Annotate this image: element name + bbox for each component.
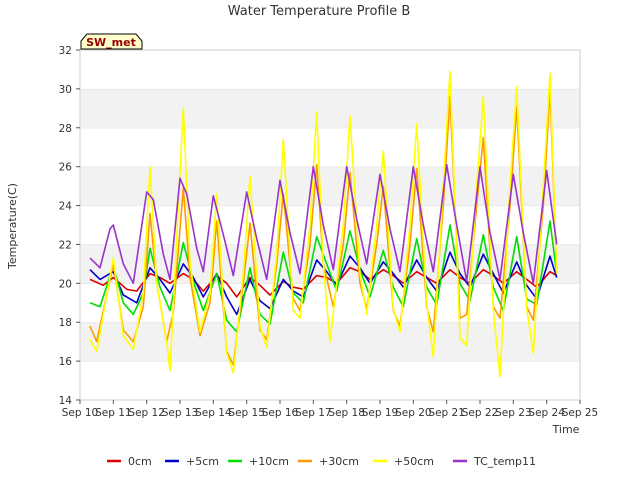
x-tick-label: Sep 13 (162, 407, 199, 419)
legend-item: +30cm (298, 455, 359, 468)
grid-band (80, 88, 580, 128)
legend: 0cm +5cm +10cm +30cm +50cm TC_temp11 (107, 455, 536, 468)
y-tick-label: 26 (59, 162, 73, 174)
grid-band (80, 127, 580, 167)
x-tick-label: Sep 15 (228, 407, 265, 419)
x-tick-label: Sep 22 (462, 407, 499, 419)
grid-band (80, 205, 580, 245)
grid-band (80, 50, 580, 89)
legend-label: 0cm (128, 455, 152, 468)
x-axis-label: Time (552, 423, 580, 436)
x-tick-label: Sep 10 (62, 407, 99, 419)
legend-item: 0cm (107, 455, 152, 468)
site-label: SW_met (86, 36, 136, 49)
series-layer (89, 70, 558, 378)
grid-band (80, 166, 580, 206)
grid-bands (80, 49, 580, 400)
y-tick-label: 20 (59, 278, 72, 290)
site-label-box: SW_met (80, 33, 143, 50)
chart-title: Water Temperature Profile B (228, 4, 411, 19)
x-tick-label: Sep 21 (428, 407, 465, 419)
y-tick-label: 24 (59, 201, 73, 213)
grid-band (80, 361, 580, 400)
y-tick-label: 28 (59, 123, 72, 135)
x-tick-label: Sep 16 (262, 407, 299, 419)
plot-frame (79, 49, 581, 401)
x-tick-label: Sep 19 (362, 407, 399, 419)
series-line-50cm (89, 70, 558, 378)
legend-label: +10cm (249, 455, 289, 468)
y-tick-label: 32 (59, 45, 72, 57)
legend-item: +50cm (373, 455, 434, 468)
x-tick-label: Sep 20 (395, 407, 432, 419)
y-tick-label: 18 (59, 317, 72, 329)
x-tick-label: Sep 24 (528, 407, 565, 419)
site-label-frame (80, 33, 143, 50)
x-tick-label: Sep 12 (128, 407, 165, 419)
y-axis-ticks: 14 16 18 20 22 24 26 28 30 32 (59, 45, 80, 407)
legend-label: +50cm (394, 455, 434, 468)
series-line-5cm (89, 251, 558, 316)
x-tick-label: Sep 18 (328, 407, 365, 419)
x-tick-label: Sep 14 (195, 407, 232, 419)
legend-item: +5cm (165, 455, 219, 468)
legend-label: TC_temp11 (473, 455, 536, 468)
legend-item: TC_temp11 (453, 455, 536, 468)
x-tick-label: Sep 23 (495, 407, 532, 419)
y-tick-label: 30 (59, 84, 72, 96)
y-axis-label: Temperature(C) (6, 183, 19, 270)
series-line-30cm (89, 88, 558, 366)
x-tick-label: Sep 25 (562, 407, 599, 419)
legend-label: +5cm (186, 455, 219, 468)
legend-label: +30cm (319, 455, 359, 468)
y-tick-label: 14 (59, 395, 73, 407)
y-tick-label: 22 (59, 239, 72, 251)
legend-item: +10cm (228, 455, 289, 468)
y-tick-label: 16 (59, 356, 73, 368)
series-line-tctemp11 (89, 163, 558, 285)
x-tick-label: Sep 11 (95, 407, 132, 419)
x-tick-label: Sep 17 (295, 407, 332, 419)
